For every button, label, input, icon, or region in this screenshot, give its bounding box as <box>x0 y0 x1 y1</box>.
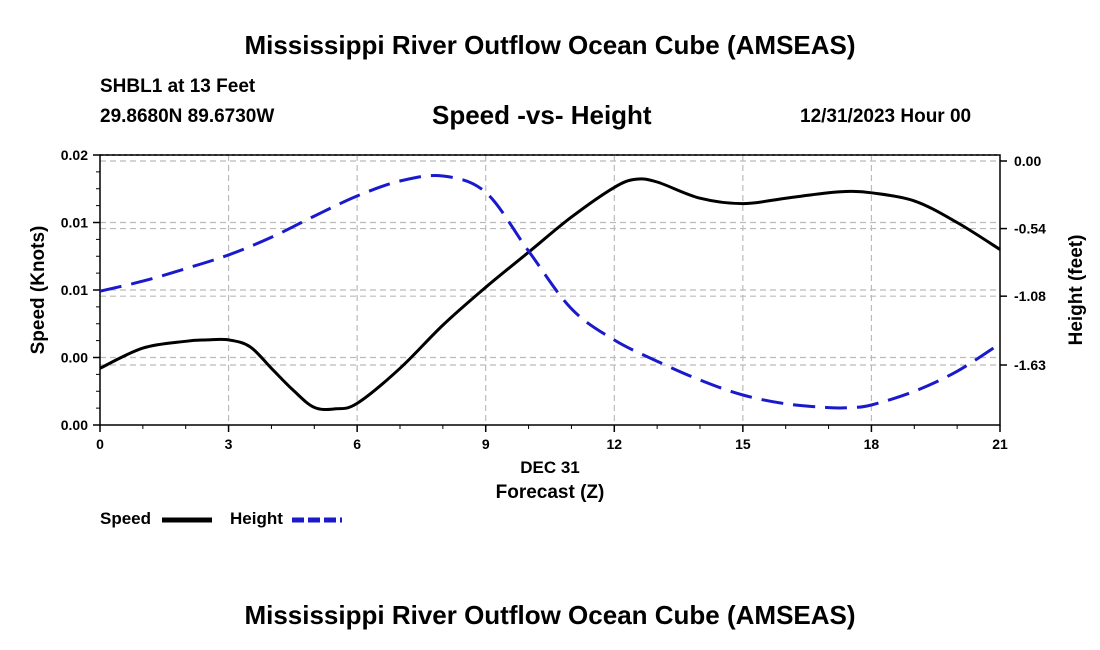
x-tick-label: 0 <box>96 436 104 452</box>
y-tick-label: 0.00 <box>61 417 88 433</box>
axis-titles: Speed (Knots) Height (feet) <box>28 226 1087 355</box>
y2-tick-label: -1.08 <box>1014 288 1046 304</box>
footer-title: Mississippi River Outflow Ocean Cube (AM… <box>244 600 856 630</box>
axis-ticks <box>93 154 1007 432</box>
x-tick-label: 12 <box>606 436 622 452</box>
y-axis-title: Speed (Knots) <box>28 226 49 355</box>
y-tick-label: 0.01 <box>61 282 88 298</box>
y-tick-label: 0.02 <box>61 147 88 163</box>
y-tick-label: 0.00 <box>61 350 88 366</box>
y2-tick-label: -0.54 <box>1014 221 1046 237</box>
x-tick-label: 9 <box>482 436 490 452</box>
legend-height-label: Height <box>230 509 283 528</box>
coordinates-label: 29.8680N 89.6730W <box>100 106 275 127</box>
y2-tick-label: -1.63 <box>1014 357 1046 373</box>
y2-tick-label: 0.00 <box>1014 153 1041 169</box>
date-label: DEC 31 <box>520 458 580 477</box>
x-tick-label: 3 <box>225 436 233 452</box>
station-label: SHBL1 at 13 Feet <box>100 76 256 97</box>
x-tick-label: 21 <box>992 436 1008 452</box>
y2-axis-title: Height (feet) <box>1066 235 1087 346</box>
y-tick-label: 0.01 <box>61 215 88 231</box>
x-axis-title: Forecast (Z) <box>495 482 605 503</box>
chart-series <box>99 174 1001 412</box>
x-tick-label: 15 <box>735 436 751 452</box>
chart-grid <box>100 154 1000 425</box>
x-tick-label: 6 <box>353 436 361 452</box>
speed-series-line <box>99 177 1001 412</box>
page-title: Mississippi River Outflow Ocean Cube (AM… <box>244 30 856 60</box>
tick-labels: 0 3 6 9 12 15 18 21 0.00 0.00 0.01 0.01 0.02 0.00 -0.5… <box>61 147 1046 452</box>
chart-subtitle: Speed -vs- Height <box>432 100 652 130</box>
x-tick-label: 18 <box>864 436 880 452</box>
legend-speed-label: Speed <box>100 509 152 528</box>
height-series-line <box>99 174 1001 410</box>
forecast-datetime: 12/31/2023 Hour 00 <box>800 106 972 127</box>
